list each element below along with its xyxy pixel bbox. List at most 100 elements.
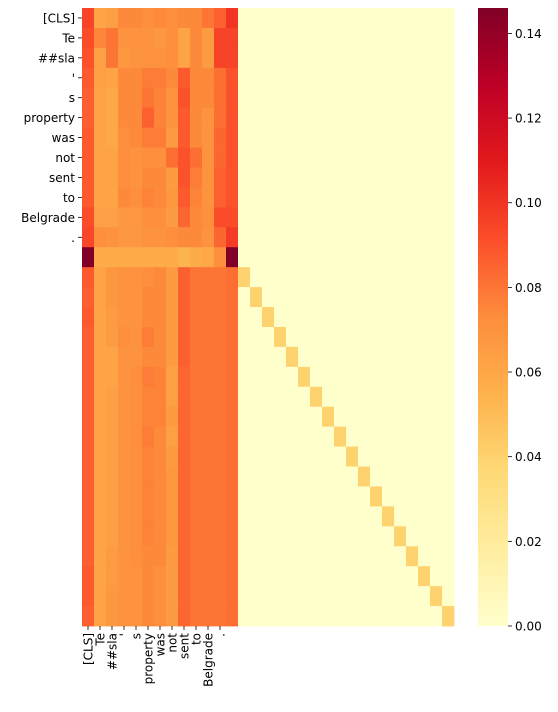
heatmap-cell <box>154 8 167 29</box>
heatmap-cell <box>238 307 251 328</box>
heatmap-cell <box>274 267 287 288</box>
heatmap-cell <box>286 267 299 288</box>
heatmap-cell <box>334 366 347 388</box>
heatmap-cell <box>142 27 155 49</box>
heatmap-cell <box>262 127 275 148</box>
heatmap-cell <box>262 107 275 129</box>
colorbar-tick-label: 0.06 <box>515 366 542 380</box>
heatmap-cell <box>94 546 107 567</box>
heatmap-cell <box>442 606 455 627</box>
heatmap-cell <box>298 207 311 228</box>
heatmap-cell <box>442 47 455 69</box>
heatmap-cell <box>106 586 119 607</box>
heatmap-cell <box>82 326 95 348</box>
heatmap-cell <box>178 107 191 129</box>
heatmap-cell <box>286 446 299 467</box>
heatmap-cell <box>334 8 347 29</box>
heatmap-cell <box>346 326 359 348</box>
heatmap-cell <box>202 586 215 607</box>
heatmap-cell <box>430 87 443 109</box>
heatmap-cell <box>418 287 431 308</box>
heatmap-cell <box>370 207 383 228</box>
heatmap-cell <box>94 606 107 627</box>
heatmap-cell <box>442 8 455 29</box>
heatmap-cell <box>334 267 347 288</box>
heatmap-cell <box>394 346 407 368</box>
heatmap-cell <box>310 187 323 208</box>
heatmap-cell <box>226 227 239 248</box>
heatmap-cell <box>430 326 443 348</box>
heatmap-cell <box>382 67 395 89</box>
heatmap-cell <box>382 506 395 527</box>
heatmap-cell <box>214 47 227 69</box>
heatmap-cell <box>82 107 95 129</box>
heatmap-cell <box>358 526 371 547</box>
heatmap-cell <box>142 247 155 268</box>
heatmap-cell <box>190 287 203 308</box>
heatmap-cell <box>418 207 431 228</box>
heatmap-cell <box>370 187 383 208</box>
heatmap-cell <box>406 127 419 148</box>
heatmap-cell <box>418 127 431 148</box>
heatmap-cell <box>346 8 359 29</box>
heatmap-cell <box>442 307 455 328</box>
heatmap-cell <box>154 187 167 208</box>
heatmap-cell <box>262 366 275 388</box>
x-tick-label: ' <box>118 633 132 636</box>
heatmap-cell <box>214 147 227 168</box>
heatmap-cell <box>262 47 275 69</box>
heatmap-cell <box>358 107 371 129</box>
heatmap-cell <box>142 267 155 288</box>
heatmap-cell <box>154 526 167 547</box>
heatmap-cell <box>322 506 335 527</box>
heatmap-cell <box>298 546 311 567</box>
heatmap-cell <box>394 227 407 248</box>
heatmap-cell <box>202 227 215 248</box>
heatmap-cell <box>286 406 299 428</box>
heatmap-cell <box>370 127 383 148</box>
heatmap-cell <box>334 526 347 547</box>
heatmap-cell <box>154 366 167 388</box>
heatmap-cell <box>346 526 359 547</box>
heatmap-cell <box>286 207 299 228</box>
heatmap-cell <box>118 47 131 69</box>
heatmap-cell <box>310 287 323 308</box>
heatmap-cell <box>286 486 299 507</box>
heatmap-cell <box>166 267 179 288</box>
heatmap-cell <box>406 526 419 547</box>
heatmap-cell <box>106 546 119 567</box>
heatmap-cell <box>346 486 359 507</box>
heatmap-cell <box>298 386 311 408</box>
heatmap-cell <box>346 307 359 328</box>
heatmap-cell <box>202 546 215 567</box>
heatmap-cell <box>442 187 455 208</box>
heatmap-cell <box>442 486 455 507</box>
heatmap-cell <box>310 207 323 228</box>
heatmap-cell <box>274 486 287 507</box>
heatmap-cell <box>82 586 95 607</box>
heatmap-cell <box>382 366 395 388</box>
heatmap-cell <box>370 446 383 467</box>
heatmap-cell <box>118 606 131 627</box>
heatmap-cell <box>418 47 431 69</box>
heatmap-cell <box>214 247 227 268</box>
heatmap-cell <box>274 546 287 567</box>
heatmap-cell <box>178 606 191 627</box>
heatmap-cell <box>178 287 191 308</box>
heatmap-cell <box>310 546 323 567</box>
heatmap-cell <box>166 586 179 607</box>
heatmap-cell <box>418 267 431 288</box>
heatmap-cell <box>382 187 395 208</box>
heatmap-cell <box>358 127 371 148</box>
heatmap-cell <box>418 566 431 587</box>
heatmap-cell <box>262 267 275 288</box>
heatmap-cell <box>226 147 239 168</box>
heatmap-cell <box>154 406 167 428</box>
x-tick-label: ##sla <box>106 633 120 670</box>
heatmap-cell <box>298 506 311 527</box>
heatmap-cell <box>106 526 119 547</box>
heatmap-cell <box>106 8 119 29</box>
heatmap-cell <box>130 426 143 447</box>
heatmap-cell <box>262 287 275 308</box>
heatmap-cell <box>178 267 191 288</box>
